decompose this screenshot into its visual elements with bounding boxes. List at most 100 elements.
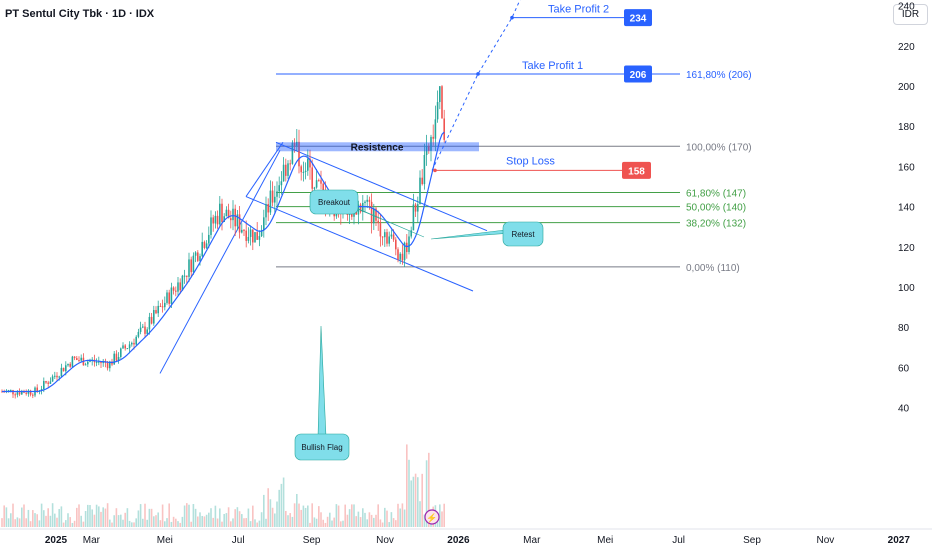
candle-body [109, 361, 111, 369]
volume-bar [21, 507, 23, 527]
volume-bar [225, 513, 228, 527]
volume-bar [267, 488, 269, 527]
candle-body [247, 236, 250, 241]
candle-body [45, 381, 47, 383]
target-badge [624, 9, 652, 27]
volume-bar [82, 521, 85, 527]
candle-body [71, 356, 74, 367]
x-tick-label: Sep [743, 535, 761, 546]
volume-bar [425, 460, 428, 527]
volume-bar [73, 520, 76, 527]
candle-body [434, 119, 437, 139]
volume-bar [247, 508, 250, 527]
volume-bar [98, 506, 100, 527]
candle-body [370, 201, 373, 224]
candle-body [414, 204, 417, 212]
volume-bar [197, 516, 199, 527]
candle-body [252, 229, 254, 243]
y-tick-label: 100 [898, 283, 915, 294]
candle-body [443, 118, 445, 140]
candle-body [133, 342, 135, 345]
volume-bar [364, 512, 366, 527]
volume-bar [260, 512, 263, 527]
y-tick-label: 120 [898, 243, 915, 254]
volume-bar [18, 518, 21, 527]
currency-button[interactable]: IDR [893, 4, 928, 25]
candle-body [307, 158, 309, 171]
candle-body [227, 209, 230, 219]
volume-bar [146, 519, 148, 527]
volume-bar [340, 521, 342, 527]
volume-bar [5, 507, 8, 527]
candle-body [221, 203, 223, 223]
volume-bar [168, 503, 170, 527]
candle-body [285, 164, 287, 176]
volume-bar [12, 503, 14, 527]
volume-bar [414, 473, 417, 527]
candle-body [289, 163, 291, 165]
candle-body [254, 232, 256, 243]
volume-bar [258, 520, 261, 527]
candle-body [181, 275, 184, 291]
candle-body [428, 146, 430, 151]
volume-bar [265, 518, 267, 527]
candle-body [126, 348, 129, 350]
flag-lower-line [245, 196, 474, 292]
volume-bar [34, 513, 36, 527]
stop-loss-point [433, 168, 437, 173]
candle-body [269, 190, 272, 213]
volume-bar [232, 518, 234, 527]
volume-bar [190, 521, 192, 527]
candle-body [282, 164, 285, 182]
volume-bar [278, 489, 280, 527]
volume-bar [194, 508, 197, 527]
candle-body [271, 190, 274, 203]
volume-bar [43, 510, 45, 527]
fib-level-label: 100,00% (170) [686, 142, 752, 153]
volume-bar [115, 508, 118, 527]
candle-body [381, 236, 384, 238]
candle-body [322, 183, 324, 191]
candle-body [188, 259, 190, 277]
moving-average-line [2, 131, 445, 393]
volume-bar [47, 508, 49, 527]
volume-bar [238, 511, 241, 527]
volume-bar [326, 516, 329, 527]
volume-bar [276, 501, 278, 527]
candle-body [406, 242, 408, 253]
candle-body [14, 394, 16, 396]
candle-body [21, 391, 23, 395]
volume-bar [23, 504, 25, 527]
retest-callout-text: Retest [511, 230, 535, 239]
fib-level-label: 50,00% (140) [686, 203, 746, 214]
volume-bar [179, 522, 181, 527]
fib-level-label: 61,80% (147) [686, 189, 746, 200]
candle-body [100, 361, 102, 364]
volume-bar [419, 501, 421, 527]
volume-bar [214, 505, 217, 527]
candle-body [300, 166, 302, 173]
target-point [510, 15, 514, 20]
y-tick-label: 240 [898, 2, 915, 13]
volume-bar [166, 518, 168, 527]
volume-bar [45, 515, 47, 527]
volume-bar [320, 512, 322, 527]
volume-bar [318, 506, 320, 527]
candle-body [203, 241, 206, 248]
volume-bar [56, 517, 58, 527]
volume-bar [441, 511, 443, 527]
candle-body [32, 394, 34, 396]
volume-bar [117, 515, 120, 527]
volume-bar [161, 504, 164, 527]
candle-body [309, 158, 311, 168]
volume-bar [271, 507, 274, 527]
candle-body [10, 390, 12, 392]
y-tick-label: 140 [898, 203, 915, 214]
volume-bar [230, 521, 232, 527]
volume-bar [16, 517, 19, 527]
candle-body [190, 259, 192, 273]
flag-edge-line [245, 141, 284, 197]
volume-bar [58, 509, 60, 527]
volume-bar [100, 511, 102, 527]
